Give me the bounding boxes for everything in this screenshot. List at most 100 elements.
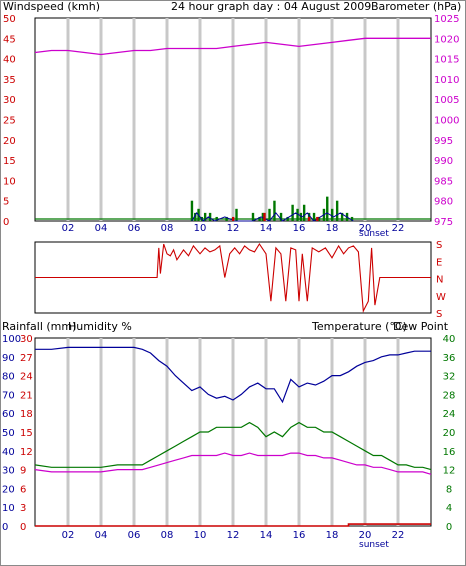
barometer-tick-label: 1020 xyxy=(434,34,459,45)
windspeed-tick-label: 45 xyxy=(3,34,16,45)
temperature-tick-label: 0 xyxy=(446,522,452,533)
sunset-label-bottom: sunset xyxy=(359,540,389,550)
wind-x-tick-label: 18 xyxy=(326,223,339,234)
climate-x-tick-label: 16 xyxy=(293,530,306,541)
windspeed-bar xyxy=(316,216,319,221)
rainfall-tick-label: 30 xyxy=(20,334,33,345)
rainfall-tick-label: 3 xyxy=(20,503,26,514)
wind-x-tick-label: 02 xyxy=(62,223,75,234)
humidity-line xyxy=(35,346,431,404)
humidity-tick-label: 80 xyxy=(2,372,15,383)
humidity-tick-label: 100 xyxy=(2,334,21,345)
dewpoint-line xyxy=(34,452,432,475)
barometer-tick-label: 1000 xyxy=(434,116,459,127)
gust-bar xyxy=(286,216,289,221)
climate-x-tick-label: 08 xyxy=(161,530,174,541)
wind-x-tick-label: 22 xyxy=(392,223,405,234)
humidity-tick-label: 90 xyxy=(2,353,15,364)
wind-x-tick-label: 04 xyxy=(95,223,108,234)
barometer-tick-label: 995 xyxy=(434,136,453,147)
barometer-axis-label: Barometer (hPa) xyxy=(371,0,461,13)
barometer-tick-label: 980 xyxy=(434,197,453,208)
rainfall-tick-label: 15 xyxy=(20,428,33,439)
temperature-tick-label: 12 xyxy=(443,466,456,477)
gust-bar xyxy=(340,212,344,221)
temperature-axis-label: Temperature (°C) xyxy=(311,320,407,333)
gust-bar xyxy=(302,204,306,221)
windspeed-tick-label: 15 xyxy=(3,156,16,167)
windspeed-bar xyxy=(232,216,235,221)
gust-bar xyxy=(291,204,294,221)
temperature-tick-label: 40 xyxy=(443,334,456,345)
windspeed-tick-label: 25 xyxy=(3,116,16,127)
average-wind-line xyxy=(191,212,354,222)
temperature-tick-label: 36 xyxy=(443,353,456,364)
gust-bar xyxy=(225,216,228,221)
wind-direction-line xyxy=(35,242,431,313)
gust-bar xyxy=(190,200,194,221)
barometer-tick-label: 975 xyxy=(434,217,453,228)
sunset-label-top: sunset xyxy=(359,229,389,239)
climate-x-tick-label: 20 xyxy=(359,530,372,541)
gust-bar xyxy=(203,212,207,221)
windspeed-tick-label: 30 xyxy=(3,95,16,106)
rainfall-tick-label: 9 xyxy=(20,466,26,477)
climate-x-tick-label: 04 xyxy=(95,530,108,541)
gust-bar xyxy=(258,216,261,221)
wind-x-tick-label: 08 xyxy=(161,223,174,234)
direction-label: S xyxy=(436,240,442,251)
rainfall-tick-label: 27 xyxy=(20,353,33,364)
temperature-tick-label: 32 xyxy=(443,372,456,383)
gust-bar xyxy=(194,212,197,221)
gust-bar xyxy=(273,200,276,221)
rainfall-axis-label: Rainfall (mm) xyxy=(2,320,76,333)
direction-label: N xyxy=(436,275,443,286)
barometer-tick-label: 990 xyxy=(434,156,453,167)
climate-x-tick-label: 10 xyxy=(194,530,207,541)
windspeed-tick-label: 50 xyxy=(3,14,16,25)
humidity-tick-label: 50 xyxy=(2,428,15,439)
gust-bar xyxy=(331,208,334,221)
gust-bar xyxy=(335,200,339,221)
temperature-tick-label: 8 xyxy=(446,484,452,495)
wind-x-tick-label: 16 xyxy=(293,223,306,234)
gust-bar xyxy=(312,212,316,221)
temperature-tick-label: 28 xyxy=(443,390,456,401)
gust-bar xyxy=(215,216,218,221)
gust-bar xyxy=(251,212,255,221)
direction-label: W xyxy=(436,292,446,303)
humidity-tick-label: 0 xyxy=(2,522,8,533)
direction-label: S xyxy=(436,309,442,320)
windspeed-tick-label: 20 xyxy=(3,136,16,147)
temperature-tick-label: 4 xyxy=(446,503,452,514)
temperature-line xyxy=(34,421,432,471)
climate-x-tick-label: 06 xyxy=(128,530,141,541)
graph-title: 24 hour graph day : 04 August 2009 xyxy=(171,0,371,13)
gust-bar xyxy=(299,212,303,221)
barometer-tick-label: 985 xyxy=(434,176,453,187)
gust-bar xyxy=(279,212,283,221)
rainfall-tick-label: 12 xyxy=(20,447,33,458)
windspeed-tick-label: 5 xyxy=(3,197,9,208)
wind-x-tick-label: 06 xyxy=(128,223,141,234)
windspeed-tick-label: 35 xyxy=(3,75,16,86)
rainfall-line xyxy=(35,523,431,527)
windspeed-bar xyxy=(307,216,311,221)
rainfall-tick-label: 24 xyxy=(20,372,33,383)
gust-bar xyxy=(268,208,271,221)
barometer-tick-label: 1010 xyxy=(434,75,459,86)
wind-x-tick-label: 12 xyxy=(227,223,240,234)
gust-bar xyxy=(326,196,329,221)
humidity-tick-label: 30 xyxy=(2,466,15,477)
rainfall-tick-label: 6 xyxy=(20,484,26,495)
humidity-tick-label: 40 xyxy=(2,447,15,458)
gust-bar xyxy=(261,212,265,221)
climate-x-tick-label: 14 xyxy=(260,530,273,541)
humidity-tick-label: 20 xyxy=(2,484,15,495)
humidity-axis-label: Humidity % xyxy=(68,320,132,333)
gust-bar xyxy=(235,208,238,221)
rainfall-tick-label: 18 xyxy=(20,409,33,420)
climate-x-tick-label: 02 xyxy=(62,530,75,541)
windspeed-tick-label: 10 xyxy=(3,176,16,187)
